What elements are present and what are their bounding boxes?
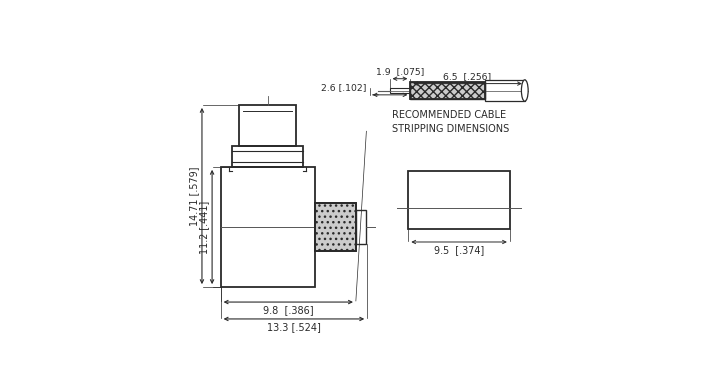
Bar xyxy=(232,146,303,167)
Bar xyxy=(410,82,485,99)
Text: 9.8  [.386]: 9.8 [.386] xyxy=(263,305,314,315)
Text: 13.3 [.524]: 13.3 [.524] xyxy=(267,322,321,332)
Text: 14.71 [.579]: 14.71 [.579] xyxy=(189,166,199,226)
Bar xyxy=(410,82,485,99)
Bar xyxy=(240,105,296,146)
Bar xyxy=(408,171,510,229)
Bar xyxy=(485,80,525,101)
Ellipse shape xyxy=(521,80,528,101)
Bar xyxy=(315,202,356,252)
Text: RECOMMENDED CABLE
STRIPPING DIMENSIONS: RECOMMENDED CABLE STRIPPING DIMENSIONS xyxy=(392,110,510,134)
Text: 2.6 [.102]: 2.6 [.102] xyxy=(321,83,366,92)
Bar xyxy=(221,167,315,287)
Text: 6.5  [.256]: 6.5 [.256] xyxy=(444,72,492,82)
Bar xyxy=(390,89,410,92)
Text: 1.9  [.075]: 1.9 [.075] xyxy=(376,67,424,76)
Bar xyxy=(315,202,356,252)
Text: 11.2 [.441]: 11.2 [.441] xyxy=(199,200,210,254)
Bar xyxy=(356,210,366,244)
Text: 9.5  [.374]: 9.5 [.374] xyxy=(434,245,485,255)
